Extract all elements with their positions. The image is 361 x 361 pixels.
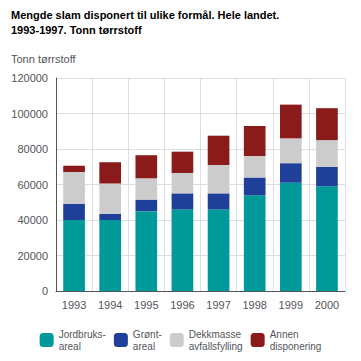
svg-text:1993-1997. Tonn tørrstoff: 1993-1997. Tonn tørrstoff [11,24,142,36]
svg-text:Mengde slam disponert til ulik: Mengde slam disponert til ulike formål. … [11,9,279,21]
svg-text:1995: 1995 [134,299,158,311]
svg-text:Grønt-: Grønt- [133,329,162,340]
svg-text:areal: areal [59,341,81,352]
svg-text:80000: 80000 [17,143,48,155]
svg-text:0: 0 [42,285,48,297]
svg-text:Annen: Annen [270,329,299,340]
svg-text:40000: 40000 [17,214,48,226]
svg-text:100000: 100000 [11,108,48,120]
svg-text:20000: 20000 [17,250,48,262]
svg-text:1993: 1993 [62,299,86,311]
svg-text:Jordbruks-: Jordbruks- [59,329,106,340]
svg-text:60000: 60000 [17,179,48,191]
svg-text:120000: 120000 [11,72,48,84]
svg-text:1999: 1999 [279,299,303,311]
svg-text:1998: 1998 [242,299,266,311]
svg-text:Dekkmasse: Dekkmasse [189,329,242,340]
svg-text:1994: 1994 [98,299,122,311]
svg-text:avfallsfylling: avfallsfylling [189,341,243,352]
svg-text:1996: 1996 [170,299,194,311]
svg-text:Tonn tørrstoff: Tonn tørrstoff [11,53,77,65]
svg-text:2000: 2000 [315,299,339,311]
svg-text:1997: 1997 [206,299,230,311]
svg-text:disponering: disponering [270,341,322,352]
svg-text:areal: areal [133,341,155,352]
